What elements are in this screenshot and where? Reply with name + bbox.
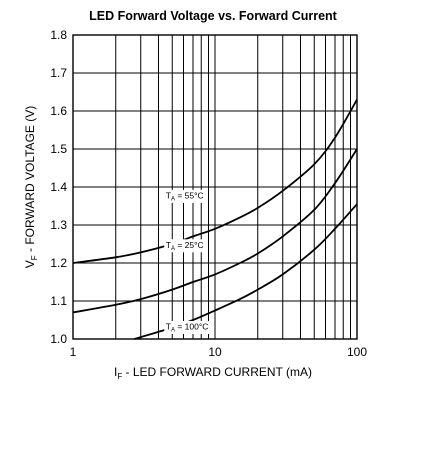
x-tick-label: 1 — [70, 345, 77, 359]
series-label-1: TA = 25°C — [166, 240, 204, 252]
y-axis-label-text: - FORWARD VOLTAGE (V) — [23, 106, 37, 256]
series-line-0 — [72, 99, 358, 264]
y-tick-label: 1.7 — [50, 66, 67, 80]
series-curves — [72, 99, 358, 340]
series-line-2 — [133, 203, 358, 340]
gridlines — [73, 35, 357, 339]
x-axis-label-symbol: I — [114, 365, 117, 379]
x-axis-label-subscript: F — [117, 372, 122, 381]
series-label-0: TA = 55°C — [166, 190, 204, 202]
tick-labels: 1.0 1.1 1.2 1.3 1.4 1.5 1.6 1.7 1.8 1 10 100 — [50, 28, 367, 359]
y-tick-label: 1.5 — [50, 142, 67, 156]
series-label-background — [164, 239, 206, 253]
series-labels: TA = 55°C TA = 25°C TA = 100°C — [164, 189, 210, 334]
x-tick-label: 100 — [347, 345, 367, 359]
chart-title: LED Forward Voltage vs. Forward Current — [89, 9, 338, 23]
y-tick-label: 1.1 — [50, 294, 67, 308]
series-label-background — [164, 189, 206, 203]
series-line-1 — [72, 148, 358, 314]
y-tick-label: 1.6 — [50, 104, 67, 118]
y-tick-label: 1.2 — [50, 256, 67, 270]
y-tick-label: 1.8 — [50, 28, 67, 42]
y-axis-label: VF - FORWARD VOLTAGE (V) — [23, 106, 39, 268]
x-axis-label: IF - LED FORWARD CURRENT (mA) — [114, 365, 312, 381]
series-label-2: TA = 100°C — [166, 322, 209, 334]
y-tick-label: 1.0 — [50, 332, 67, 346]
series-label-background — [164, 321, 210, 334]
x-axis-label-text: - LED FORWARD CURRENT (mA) — [122, 365, 312, 379]
x-tick-label: 10 — [208, 345, 222, 359]
y-tick-label: 1.3 — [50, 218, 67, 232]
plot-frame — [72, 34, 358, 340]
y-tick-label: 1.4 — [50, 180, 67, 194]
y-axis-label-subscript: F — [30, 255, 39, 260]
y-axis-label-symbol: V — [23, 260, 37, 268]
